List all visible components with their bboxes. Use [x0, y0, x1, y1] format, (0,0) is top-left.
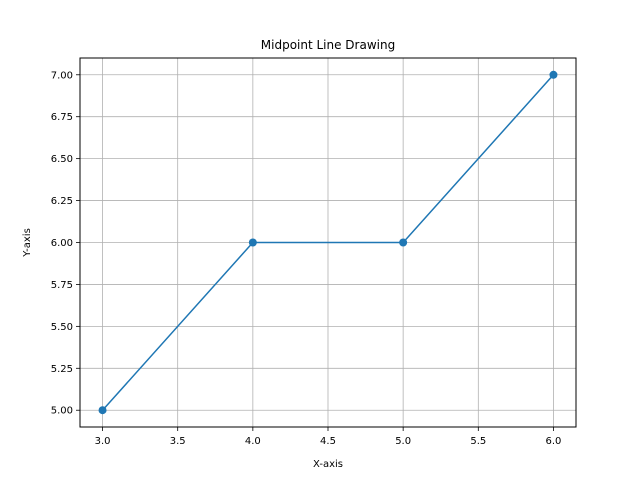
- y-tick-label: 6.75: [51, 112, 73, 123]
- x-tick-label: 4.5: [320, 436, 336, 447]
- y-axis-label: Y-axis: [22, 228, 33, 258]
- series-layer: [98, 70, 558, 415]
- x-axis-ticks: 3.0 3.5 4.0 4.5 5.0 5.5 6.0: [95, 427, 562, 447]
- x-tick-label: 5.5: [470, 436, 486, 447]
- x-tick-label: 4.0: [245, 436, 261, 447]
- y-tick-label: 5.25: [51, 364, 73, 375]
- y-tick-label: 6.00: [51, 238, 73, 249]
- y-tick-label: 5.50: [51, 322, 73, 333]
- x-tick-label: 6.0: [546, 436, 562, 447]
- y-tick-label: 6.25: [51, 196, 73, 207]
- series-line: [101, 74, 555, 411]
- x-axis-label: X-axis: [313, 459, 343, 470]
- x-tick-label: 3.0: [95, 436, 111, 447]
- x-tick-label: 3.5: [170, 436, 186, 447]
- chart-title: Midpoint Line Drawing: [261, 38, 395, 52]
- y-tick-label: 5.75: [51, 280, 73, 291]
- y-axis-ticks: 5.00 5.25 5.50 5.75 6.00 6.25 6.50 6.75 7.00: [51, 70, 80, 417]
- y-tick-label: 7.00: [51, 70, 73, 81]
- y-tick-label: 6.50: [51, 154, 73, 165]
- data-point: [549, 70, 558, 79]
- data-point: [98, 406, 107, 415]
- data-point: [248, 238, 257, 247]
- x-tick-label: 5.0: [395, 436, 411, 447]
- y-tick-label: 5.00: [51, 406, 73, 417]
- data-point: [399, 238, 408, 247]
